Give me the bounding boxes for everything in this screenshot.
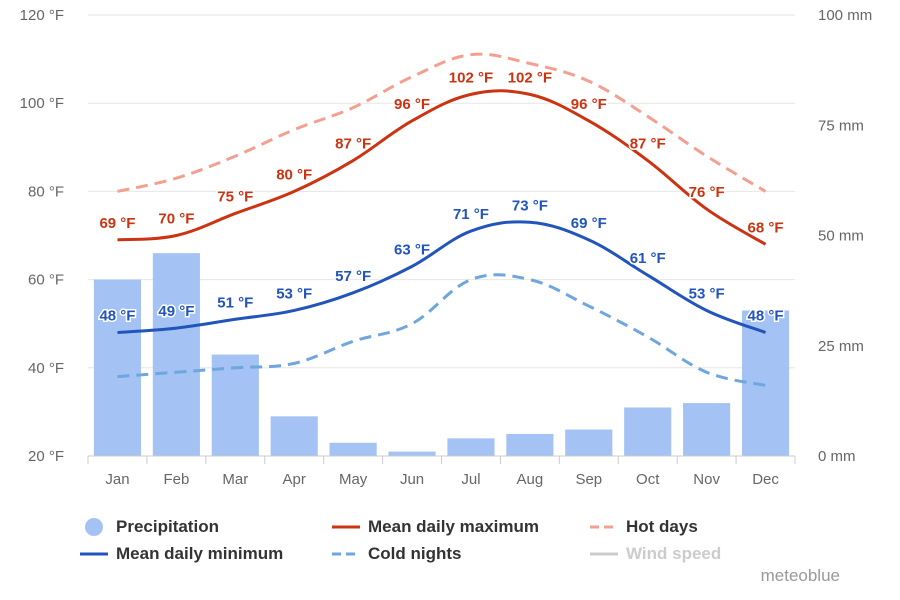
data-label: 69 °F [571, 215, 607, 232]
y-axis-left: 20 °F 40 °F 60 °F 80 °F 100 °F 120 °F [20, 7, 64, 465]
data-label: 48 °F [99, 308, 135, 325]
precipitation-bar [329, 442, 377, 456]
legend-label: Cold nights [368, 544, 462, 563]
precipitation-bar [565, 429, 613, 456]
y-left-tick-label: 100 °F [20, 95, 64, 112]
precipitation-bar [447, 438, 495, 456]
legend-label: Mean daily minimum [116, 544, 284, 563]
data-label: 96 °F [571, 96, 607, 113]
y-left-tick-label: 60 °F [28, 272, 64, 289]
data-labels: 69 °F 70 °F 75 °F 80 °F 87 °F 96 °F 102 °F 102 … [98, 68, 785, 326]
x-axis: Jan Feb Mar Apr May Jun Jul Aug Sep Oct Nov Dec [87, 455, 796, 488]
x-tick-label: Aug [517, 471, 544, 488]
x-tick-label: Mar [222, 471, 248, 488]
legend-line-icon [80, 541, 108, 567]
legend-line-icon [590, 541, 618, 567]
data-label: 69 °F [99, 215, 135, 232]
precipitation-bar [624, 407, 672, 456]
climate-chart: 20 °F 40 °F 60 °F 80 °F 100 °F 120 °F 0 mm 25 … [20, 7, 873, 488]
legend-dash-icon [590, 514, 618, 540]
data-label: 49 °F [158, 303, 194, 320]
x-tick-label: Jun [400, 471, 424, 488]
precipitation-bars [93, 253, 790, 456]
data-label: 96 °F [394, 96, 430, 113]
legend-item-mean-daily-minimum[interactable]: Mean daily minimum [80, 541, 283, 567]
temperature-lines [117, 52, 767, 387]
legend-item-mean-daily-maximum[interactable]: Mean daily maximum [332, 514, 539, 540]
legend-label: Precipitation [116, 517, 219, 536]
y-left-tick-label: 20 °F [28, 448, 64, 465]
y-axis-right: 0 mm 25 mm 50 mm 75 mm 100 mm [818, 7, 872, 465]
data-label: 70 °F [158, 211, 194, 228]
y-left-tick-label: 40 °F [28, 360, 64, 377]
data-label: 87 °F [335, 136, 371, 153]
y-right-tick-label: 25 mm [818, 338, 864, 355]
mean-daily-maximum-line [117, 89, 767, 246]
precipitation-bar [506, 433, 554, 456]
data-label: 102 °F [508, 69, 552, 86]
y-right-tick-label: 50 mm [818, 228, 864, 245]
y-right-tick-label: 0 mm [818, 448, 856, 465]
data-label: 76 °F [689, 184, 725, 201]
data-label: 57 °F [335, 268, 371, 285]
legend-item-wind-speed[interactable]: Wind speed [590, 541, 721, 567]
legend-item-hot-days[interactable]: Hot days [590, 514, 698, 540]
x-tick-label: Apr [283, 471, 306, 488]
hot-days-line [117, 52, 767, 193]
data-label: 48 °F [748, 308, 784, 325]
precipitation-bar [683, 403, 731, 456]
data-label: 87 °F [630, 136, 666, 153]
data-label: 102 °F [449, 69, 493, 86]
x-tick-label: Dec [752, 471, 779, 488]
legend-item-precipitation[interactable]: Precipitation [80, 514, 219, 540]
x-tick-label: Sep [575, 471, 602, 488]
x-tick-label: Nov [693, 471, 720, 488]
precipitation-bar [211, 354, 259, 456]
y-left-tick-label: 80 °F [28, 183, 64, 200]
x-tick-label: Oct [636, 471, 660, 488]
x-tick-label: Feb [163, 471, 189, 488]
x-tick-label: Jan [105, 471, 129, 488]
data-label: 51 °F [217, 294, 253, 311]
legend-dash-icon [332, 541, 360, 567]
legend-item-cold-nights[interactable]: Cold nights [332, 541, 461, 567]
legend: Precipitation Mean daily maximum Hot day… [80, 514, 800, 574]
cold-nights-line [117, 273, 766, 387]
x-tick-label: Jul [461, 471, 480, 488]
y-left-tick-label: 120 °F [20, 7, 64, 24]
mean-daily-minimum-line [117, 220, 767, 335]
y-right-tick-label: 100 mm [818, 7, 872, 24]
x-tick-label: May [339, 471, 368, 488]
credit-text[interactable]: meteoblue [760, 566, 840, 585]
data-label: 63 °F [394, 241, 430, 258]
legend-label: Mean daily maximum [368, 517, 540, 536]
data-label: 73 °F [512, 197, 548, 214]
legend-dot-icon [80, 514, 108, 540]
legend-line-icon [332, 514, 360, 540]
legend-label: Hot days [626, 517, 698, 536]
precipitation-bar [270, 416, 318, 456]
precipitation-bar [388, 451, 436, 456]
data-label: 53 °F [689, 285, 725, 302]
data-label: 68 °F [748, 219, 784, 236]
precipitation-bar [741, 310, 790, 456]
y-right-tick-label: 75 mm [818, 117, 864, 134]
precipitation-bar [152, 253, 200, 456]
data-label: 71 °F [453, 206, 489, 223]
precipitation-bar [93, 279, 142, 456]
data-label: 53 °F [276, 285, 312, 302]
data-label: 61 °F [630, 250, 666, 267]
data-label: 75 °F [217, 188, 253, 205]
legend-label: Wind speed [626, 544, 722, 563]
data-label: 80 °F [276, 166, 312, 183]
